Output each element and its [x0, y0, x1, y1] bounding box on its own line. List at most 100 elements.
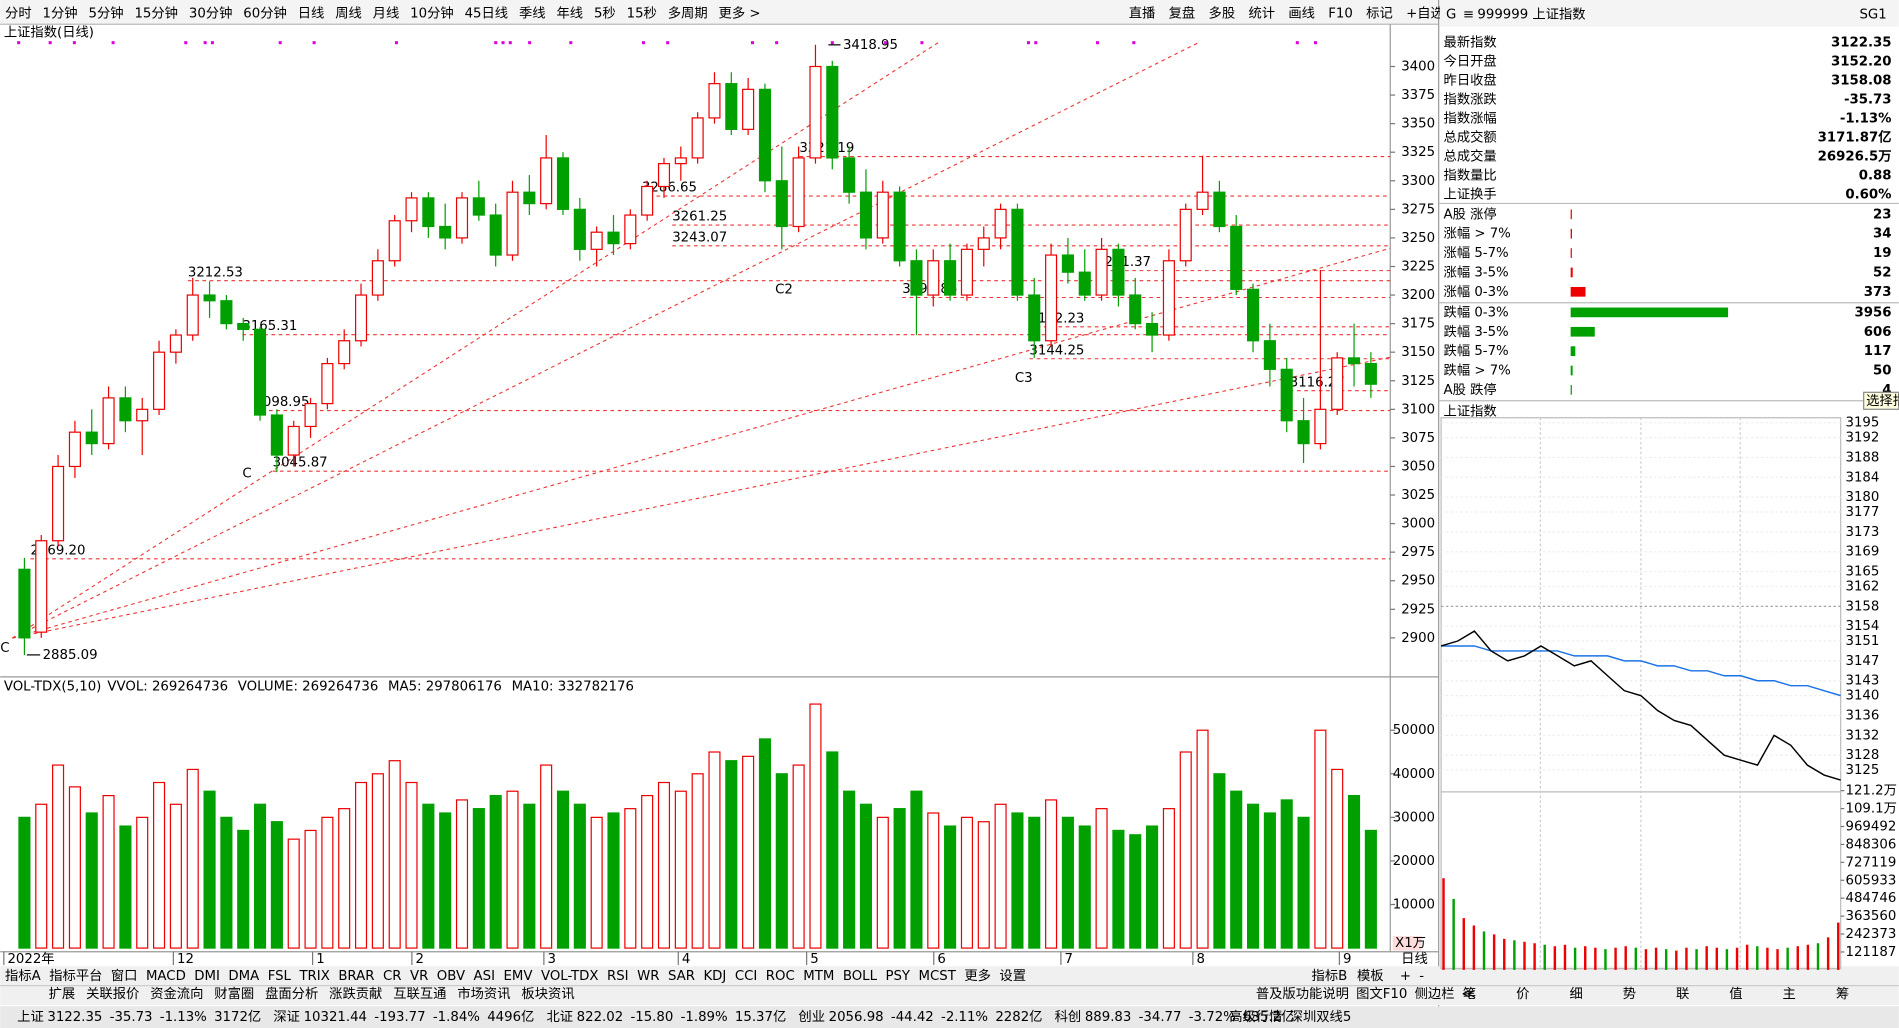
indicator-tab[interactable]: KDJ: [703, 969, 726, 984]
period-tab[interactable]: 5秒: [594, 5, 616, 21]
status-value: -15.80: [630, 1010, 673, 1025]
intraday-volume-bar: [1715, 947, 1719, 970]
period-tab[interactable]: 15秒: [627, 5, 657, 21]
y-tick-label: 20000: [1393, 854, 1435, 869]
panel-tab[interactable]: 扩展: [49, 986, 76, 1002]
status-index[interactable]: 北证: [546, 1009, 573, 1025]
panel-link[interactable]: 普及版功能说明: [1256, 986, 1349, 1002]
indicator-tab[interactable]: SAR: [668, 969, 695, 984]
indicator-tab[interactable]: CR: [383, 969, 402, 984]
sidebar-tab[interactable]: 联: [1676, 986, 1689, 1002]
tool-button[interactable]: 统计: [1248, 5, 1275, 21]
period-tab[interactable]: 15分钟: [134, 4, 178, 21]
period-tab[interactable]: 更多 >: [719, 4, 761, 21]
period-tab[interactable]: 45日线: [465, 5, 509, 21]
panel-tab[interactable]: 板块资讯: [521, 986, 574, 1002]
status-link[interactable]: 深圳双线5: [1290, 1009, 1352, 1025]
indicator-tab[interactable]: TRIX: [298, 969, 329, 984]
y-tick-label: 40000: [1393, 767, 1435, 782]
indicator-tab[interactable]: OBV: [437, 969, 465, 984]
sidebar-tab[interactable]: 笔: [1463, 986, 1476, 1002]
indicator-tab[interactable]: 更多: [964, 967, 991, 984]
indicator-tab[interactable]: EMV: [503, 969, 532, 984]
indicator-tab[interactable]: ASI: [474, 969, 495, 984]
indicator-tab[interactable]: MCST: [919, 969, 957, 984]
y-tick-label: 3400: [1401, 59, 1435, 74]
period-tab[interactable]: 10分钟: [410, 4, 454, 21]
tool-button[interactable]: +自选: [1406, 5, 1444, 21]
panel-tab[interactable]: 关联报价: [86, 986, 139, 1002]
indicator-tab[interactable]: WR: [637, 969, 659, 984]
indicator-tab[interactable]: CCI: [735, 969, 758, 984]
panel-tab[interactable]: 财富圈: [214, 985, 254, 1002]
tool-button[interactable]: 直播: [1129, 5, 1156, 21]
panel-tab[interactable]: 盘面分析: [265, 985, 318, 1002]
indicator-tab[interactable]: VOL-TDX: [541, 969, 599, 984]
indicator-tab[interactable]: RSI: [607, 969, 629, 984]
indicator-tab[interactable]: PSY: [885, 969, 910, 984]
status-index[interactable]: 科创: [1055, 1009, 1082, 1025]
sidebar-tab[interactable]: 值: [1729, 986, 1742, 1002]
panel-link[interactable]: ≪: [1462, 987, 1476, 1002]
menu-icon[interactable]: ≡: [1463, 8, 1474, 23]
period-tab[interactable]: 日线: [298, 5, 325, 21]
period-tab[interactable]: 1分钟: [43, 4, 78, 21]
indicator-tab[interactable]: BRAR: [338, 969, 374, 984]
indicator-tab[interactable]: MACD: [146, 969, 186, 984]
status-value: 635.2亿: [1243, 1009, 1294, 1025]
indicator-tab[interactable]: VR: [410, 969, 428, 984]
tool-button[interactable]: 画线: [1288, 5, 1315, 21]
status-link[interactable]: 高级行情: [1229, 1008, 1282, 1025]
period-tab[interactable]: 年线: [556, 5, 583, 21]
period-tab[interactable]: 5分钟: [88, 4, 123, 21]
tool-button[interactable]: 标记: [1366, 5, 1393, 21]
period-tab[interactable]: 多周期: [668, 4, 708, 21]
indicator-tab[interactable]: 指标A: [5, 968, 41, 984]
sidebar-tab[interactable]: 主: [1783, 986, 1796, 1002]
status-index[interactable]: 上证: [17, 1009, 44, 1025]
period-tab[interactable]: 月线: [373, 5, 400, 21]
sidebar-tab[interactable]: 势: [1623, 986, 1636, 1002]
indicator-readout: VOLUME: 269264736: [238, 680, 379, 695]
sidebar-tab[interactable]: 价: [1516, 987, 1529, 1002]
status-index[interactable]: 深证: [273, 1009, 300, 1025]
panel-link[interactable]: 侧边栏: [1415, 986, 1455, 1002]
panel-link[interactable]: 图文F10: [1356, 986, 1407, 1002]
tool-button[interactable]: 复盘: [1169, 4, 1196, 21]
volume-bar: [489, 794, 502, 949]
template-tab[interactable]: 指标B: [1312, 968, 1348, 984]
panel-tab[interactable]: 市场资讯: [457, 985, 510, 1002]
status-index[interactable]: 创业: [798, 1009, 825, 1025]
period-tab[interactable]: 分时: [5, 5, 32, 21]
indicator-tab[interactable]: 指标平台: [49, 968, 102, 984]
indicator-tab[interactable]: DMA: [228, 969, 259, 984]
panel-tab[interactable]: 涨跌贡献: [329, 986, 382, 1002]
indicator-tab[interactable]: 设置: [999, 968, 1026, 984]
indicator-tab[interactable]: 窗口: [111, 967, 138, 984]
indicator-tab[interactable]: ROC: [766, 969, 795, 984]
sidebar-tab[interactable]: 细: [1569, 986, 1582, 1002]
period-label[interactable]: 日线: [1401, 951, 1428, 967]
zoom-out[interactable]: -: [1419, 969, 1424, 984]
period-tab[interactable]: 周线: [335, 5, 362, 21]
y-tick-label: 3184: [1846, 470, 1880, 485]
period-tab[interactable]: 季线: [519, 5, 546, 21]
tool-button[interactable]: F10: [1328, 6, 1353, 21]
y-tick-label: 3128: [1846, 748, 1880, 763]
indicator-tab[interactable]: MTM: [803, 969, 834, 984]
y-tick-label: 3250: [1401, 231, 1435, 246]
period-tab[interactable]: 60分钟: [243, 4, 287, 21]
zoom-in[interactable]: +: [1400, 969, 1411, 984]
indicator-tab[interactable]: FSL: [268, 969, 292, 984]
panel-tab[interactable]: 互联互通: [393, 986, 446, 1002]
period-tab[interactable]: 30分钟: [189, 4, 233, 21]
candle-body: [203, 294, 216, 302]
quote-value: -1.13%: [1840, 111, 1892, 126]
template-tab[interactable]: 模板: [1357, 968, 1384, 984]
tool-button[interactable]: 多股: [1209, 4, 1236, 21]
panel-tab[interactable]: 资金流向: [150, 986, 203, 1002]
indicator-tab[interactable]: BOLL: [843, 969, 878, 984]
sidebar-tab[interactable]: 筹: [1836, 985, 1849, 1002]
indicator-tab[interactable]: DMI: [194, 969, 220, 984]
candle-body: [220, 300, 233, 325]
